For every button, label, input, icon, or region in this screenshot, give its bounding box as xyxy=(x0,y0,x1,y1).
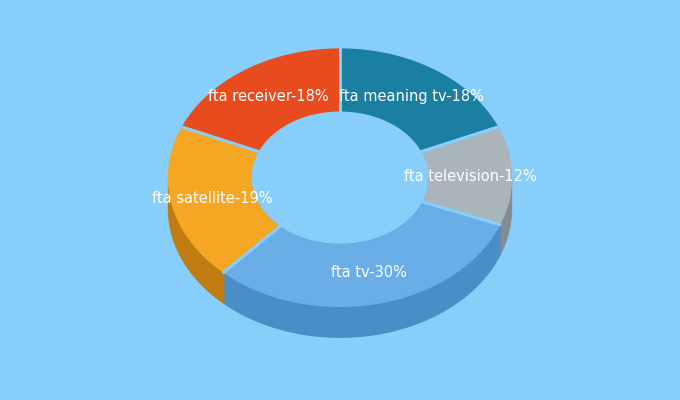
Polygon shape xyxy=(340,49,498,151)
Polygon shape xyxy=(500,179,511,255)
Polygon shape xyxy=(423,178,429,233)
Polygon shape xyxy=(422,127,511,224)
Text: fta satellite-19%: fta satellite-19% xyxy=(152,191,273,206)
Polygon shape xyxy=(182,49,340,151)
Text: fta television-12%: fta television-12% xyxy=(404,169,537,184)
Polygon shape xyxy=(169,180,224,303)
Polygon shape xyxy=(224,202,500,306)
Text: fta tv-30%: fta tv-30% xyxy=(331,266,407,280)
Polygon shape xyxy=(251,179,279,258)
Polygon shape xyxy=(279,202,423,276)
Polygon shape xyxy=(169,127,279,272)
Polygon shape xyxy=(224,224,500,337)
Text: fta receiver-18%: fta receiver-18% xyxy=(208,88,328,104)
Text: fta meaning tv-18%: fta meaning tv-18% xyxy=(339,88,484,104)
